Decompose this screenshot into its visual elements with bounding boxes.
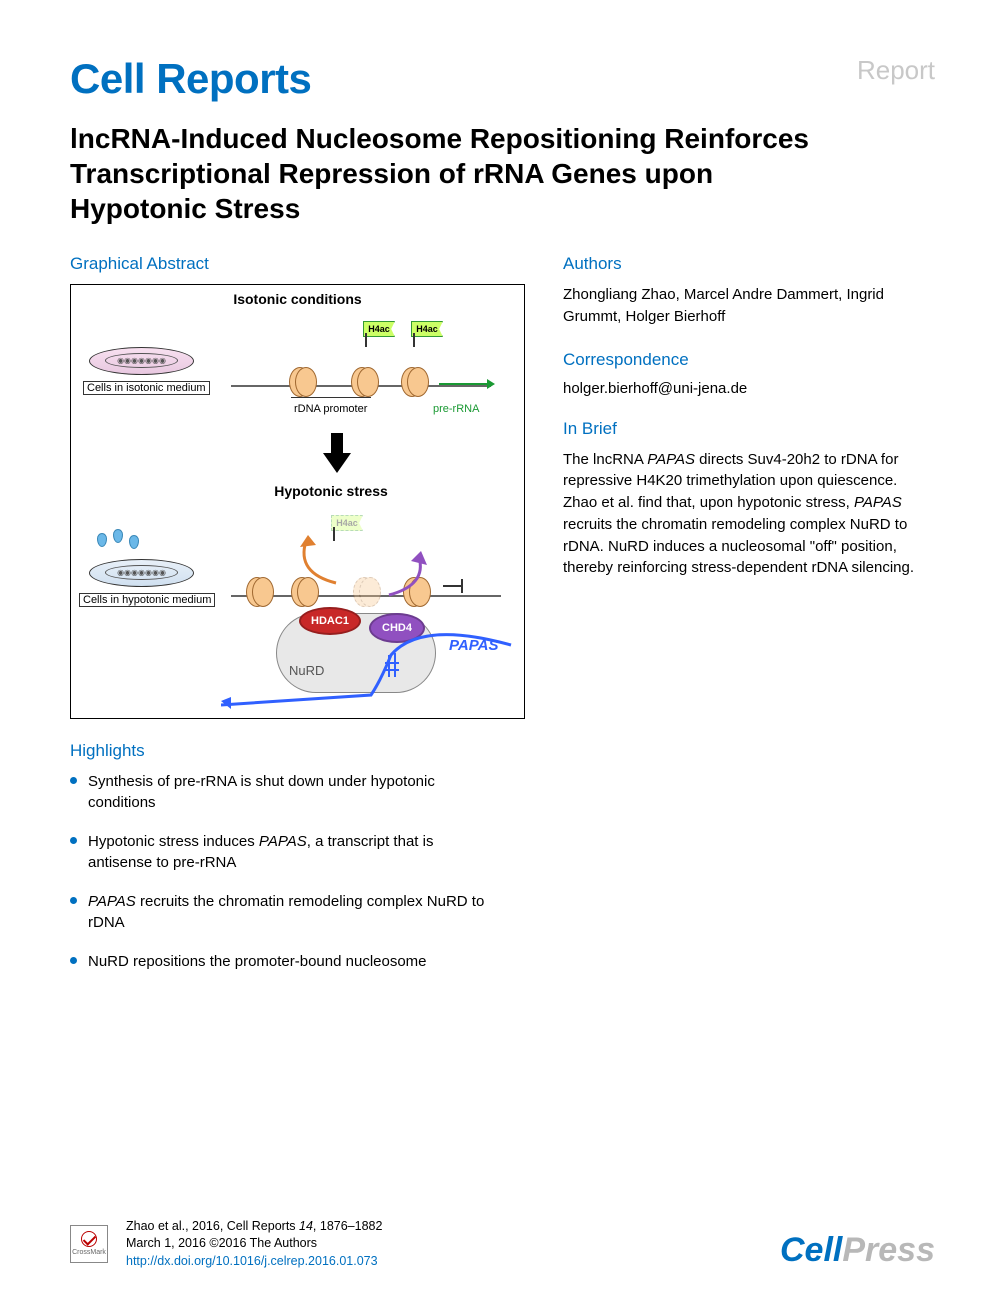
in-brief-text: The lncRNA PAPAS directs Suv4-20h2 to rD…	[563, 449, 935, 580]
article-title: lncRNA-Induced Nucleosome Repositioning …	[70, 121, 850, 226]
nucleosome-icon	[401, 367, 427, 399]
nucleosome-icon	[351, 367, 377, 399]
citation-line2: March 1, 2016 ©2016 The Authors	[126, 1235, 382, 1253]
nucleosome-icon	[246, 577, 272, 609]
petri-dish-isotonic-icon: ◉◉◉◉◉◉◉	[89, 347, 194, 375]
h4ac-flag-icon: H4ac	[411, 321, 443, 341]
in-brief-heading: In Brief	[563, 419, 935, 439]
curved-arrow-purple-icon	[379, 551, 439, 605]
nucleosome-icon	[289, 367, 315, 399]
figure-isotonic-caption: Cells in isotonic medium	[83, 381, 210, 395]
authors-heading: Authors	[563, 254, 935, 274]
figure-pre-rrna-label: pre-rRNA	[433, 403, 479, 415]
repression-bar-icon	[461, 579, 463, 593]
highlight-item: PAPAS recruits the chromatin remodeling …	[70, 891, 490, 933]
journal-name: Cell Reports	[70, 55, 311, 103]
citation-block: Zhao et al., 2016, Cell Reports 14, 1876…	[126, 1218, 382, 1271]
highlight-item: Hypotonic stress induces PAPAS, a transc…	[70, 831, 490, 873]
citation-line1: Zhao et al., 2016, Cell Reports 14, 1876…	[126, 1218, 382, 1236]
water-drop-icon	[113, 529, 123, 543]
repression-line-icon	[443, 585, 463, 587]
nucleosome-ghost-icon	[353, 577, 379, 609]
arrow-down-icon	[323, 433, 351, 475]
graphical-abstract-figure: Isotonic conditions ◉◉◉◉◉◉◉ Cells in iso…	[70, 284, 525, 719]
authors-text: Zhongliang Zhao, Marcel Andre Dammert, I…	[563, 284, 935, 328]
highlights-list: Synthesis of pre-rRNA is shut down under…	[70, 771, 525, 972]
bracket-icon	[291, 397, 371, 399]
highlight-item: NuRD repositions the promoter-bound nucl…	[70, 951, 490, 972]
h4ac-flag-icon: H4ac	[363, 321, 395, 341]
arrow-right-icon	[439, 383, 489, 385]
water-drop-icon	[129, 535, 139, 549]
correspondence-heading: Correspondence	[563, 350, 935, 370]
figure-rdna-promoter-label: rDNA promoter	[291, 403, 370, 415]
crossmark-icon[interactable]: CrossMark	[70, 1225, 108, 1263]
highlights-heading: Highlights	[70, 741, 525, 761]
highlight-item: Synthesis of pre-rRNA is shut down under…	[70, 771, 490, 813]
h4ac-faded-flag-icon: H4ac	[331, 515, 363, 535]
correspondence-email[interactable]: holger.bierhoff@uni-jena.de	[563, 380, 935, 397]
figure-isotonic-heading: Isotonic conditions	[71, 291, 524, 307]
water-drop-icon	[97, 533, 107, 547]
petri-dish-hypotonic-icon: ◉◉◉◉◉◉◉	[89, 559, 194, 587]
papas-rna-icon	[221, 625, 521, 715]
cellpress-logo: CellPress	[780, 1231, 935, 1270]
figure-hypotonic-caption: Cells in hypotonic medium	[79, 593, 215, 607]
graphical-abstract-heading: Graphical Abstract	[70, 254, 525, 274]
curved-arrow-orange-icon	[286, 533, 356, 593]
figure-hypotonic-heading: Hypotonic stress	[241, 483, 421, 499]
report-type-label: Report	[857, 55, 935, 86]
footer: CrossMark Zhao et al., 2016, Cell Report…	[70, 1218, 935, 1271]
arrowhead-icon	[487, 379, 495, 389]
doi-link[interactable]: http://dx.doi.org/10.1016/j.celrep.2016.…	[126, 1253, 382, 1271]
